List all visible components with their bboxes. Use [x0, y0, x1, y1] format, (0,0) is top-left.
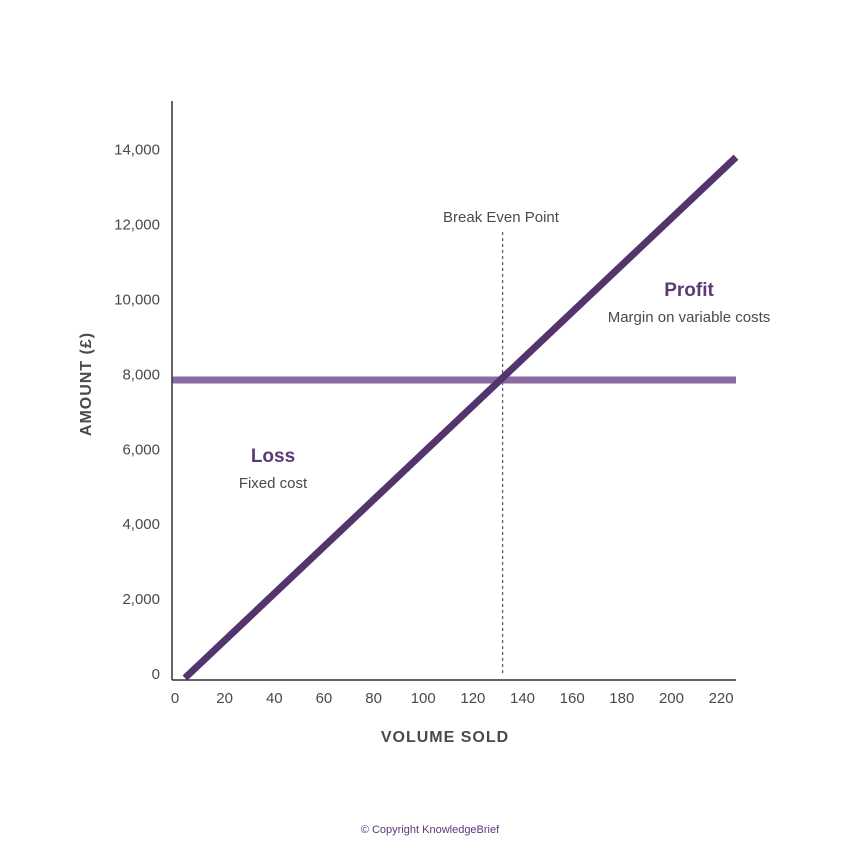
- x-tick-label: 60: [316, 690, 333, 707]
- profit-title: Profit: [664, 280, 714, 301]
- x-tick-label: 220: [709, 690, 734, 707]
- x-axis-title: VOLUME SOLD: [381, 729, 509, 746]
- profit-subtitle: Margin on variable costs: [608, 309, 771, 326]
- y-tick-label: 10,000: [114, 291, 160, 308]
- x-tick-label: 180: [609, 690, 634, 707]
- x-tick-label: 120: [460, 690, 485, 707]
- x-tick-label: 100: [411, 690, 436, 707]
- y-axis-title: AMOUNT (£): [78, 332, 95, 436]
- y-axis-ticks: 0 2,000 4,000 6,000 8,000 10,000 12,000 14,000: [114, 142, 160, 683]
- break-even-label: Break Even Point: [443, 209, 560, 226]
- x-tick-label: 160: [560, 690, 585, 707]
- y-tick-label: 6,000: [122, 441, 160, 458]
- y-tick-label: 12,000: [114, 217, 160, 234]
- copyright-text: © Copyright KnowledgeBrief: [361, 824, 500, 836]
- y-tick-label: 8,000: [122, 366, 160, 383]
- x-axis-ticks: 0 20 40 60 80 100 120 140 160 180 200 220: [171, 690, 734, 707]
- loss-subtitle: Fixed cost: [239, 475, 308, 492]
- x-tick-label: 80: [365, 690, 382, 707]
- x-tick-label: 140: [510, 690, 535, 707]
- loss-title: Loss: [251, 446, 295, 467]
- y-tick-label: 2,000: [122, 591, 160, 608]
- y-tick-label: 4,000: [122, 516, 160, 533]
- x-tick-label: 200: [659, 690, 684, 707]
- margin-line: [182, 154, 739, 681]
- x-tick-label: 0: [171, 690, 179, 707]
- y-tick-label: 14,000: [114, 142, 160, 159]
- y-tick-label: 0: [152, 666, 160, 683]
- x-tick-label: 20: [216, 690, 233, 707]
- x-tick-label: 40: [266, 690, 283, 707]
